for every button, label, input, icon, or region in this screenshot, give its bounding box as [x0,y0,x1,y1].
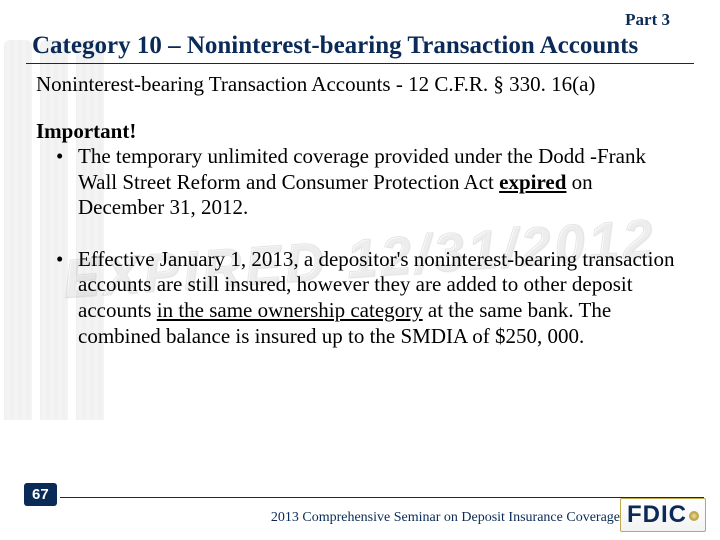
list-item: • The temporary unlimited coverage provi… [56,144,684,221]
bullet-marker: • [56,144,78,221]
bullet-text-emph: in the same ownership category [157,298,423,322]
bullet-text: Effective January 1, 2013, a depositor's… [78,247,684,349]
important-label: Important! [26,119,694,144]
subtitle: Noninterest-bearing Transaction Accounts… [26,72,694,97]
category-title: Category 10 – Noninterest-bearing Transa… [26,32,694,64]
part-label: Part 3 [26,8,694,30]
footer-rule [60,497,704,498]
bullet-text: The temporary unlimited coverage provide… [78,144,684,221]
bullet-text-emph: expired [499,170,566,194]
fdic-seal-icon [689,511,699,521]
bullet-list: • The temporary unlimited coverage provi… [26,144,694,349]
fdic-logo: FDIC [620,498,706,532]
bullet-marker: • [56,247,78,349]
list-item: • Effective January 1, 2013, a depositor… [56,247,684,349]
footer: 67 2013 Comprehensive Seminar on Deposit… [0,484,720,540]
fdic-logo-text: FDIC [627,501,687,528]
footer-caption: 2013 Comprehensive Seminar on Deposit In… [271,510,620,526]
page-number-badge: 67 [24,483,57,506]
slide-content: Part 3 Category 10 – Noninterest-bearing… [0,0,720,349]
